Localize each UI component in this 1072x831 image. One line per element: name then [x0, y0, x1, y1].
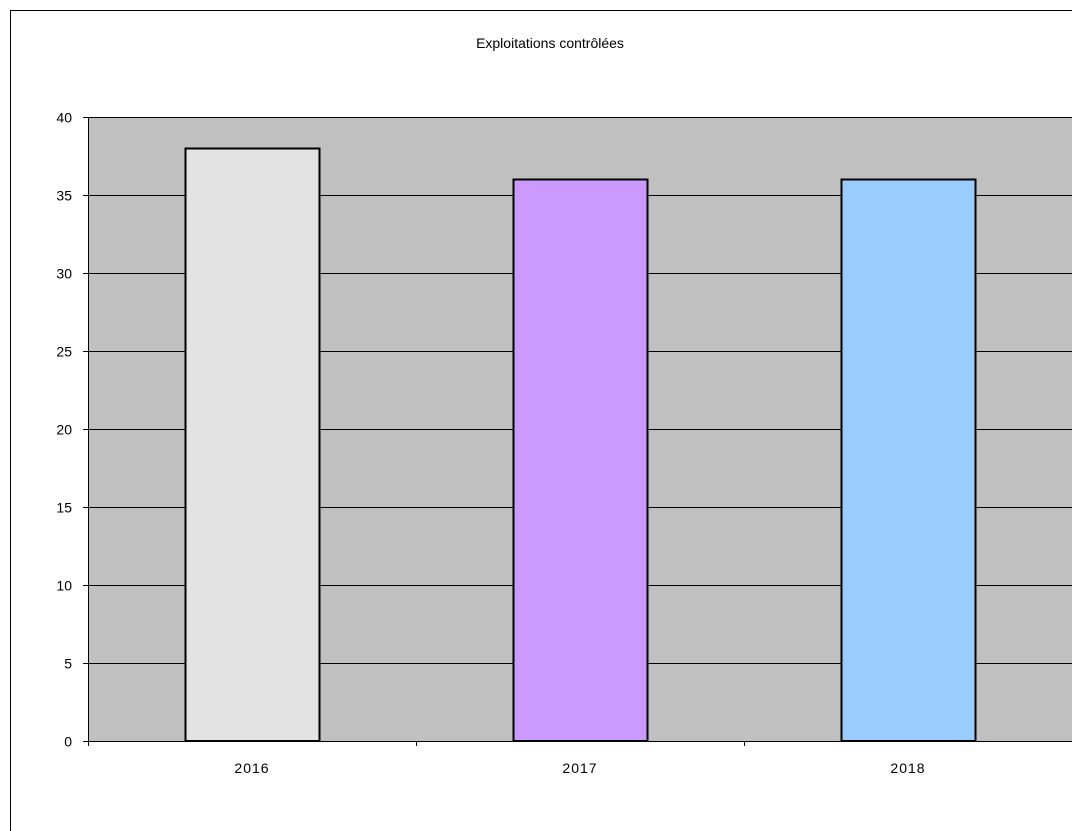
y-tick-label: 25	[56, 344, 72, 360]
y-tick-label: 0	[64, 734, 72, 750]
plot-area: 0 5 10 15 20 25 30 35 40 2016 2017 2018	[56, 110, 1072, 776]
y-tick-label: 20	[56, 422, 72, 438]
y-tick-label: 35	[56, 188, 72, 204]
bar-2016	[184, 147, 321, 742]
y-tick-label: 15	[56, 500, 72, 516]
x-tick-label: 2018	[890, 760, 925, 776]
y-tick-label: 40	[56, 110, 72, 126]
bar-2017	[512, 178, 649, 742]
y-tick-label: 10	[56, 578, 72, 594]
bar-2018	[840, 178, 977, 742]
chart-border	[10, 10, 1072, 831]
chart-title: Exploitations contrôlées	[476, 35, 624, 51]
y-tick-label: 30	[56, 266, 72, 282]
x-tick-label: 2016	[234, 760, 269, 776]
y-tick-label: 5	[64, 656, 72, 672]
x-tick-label: 2017	[562, 760, 597, 776]
